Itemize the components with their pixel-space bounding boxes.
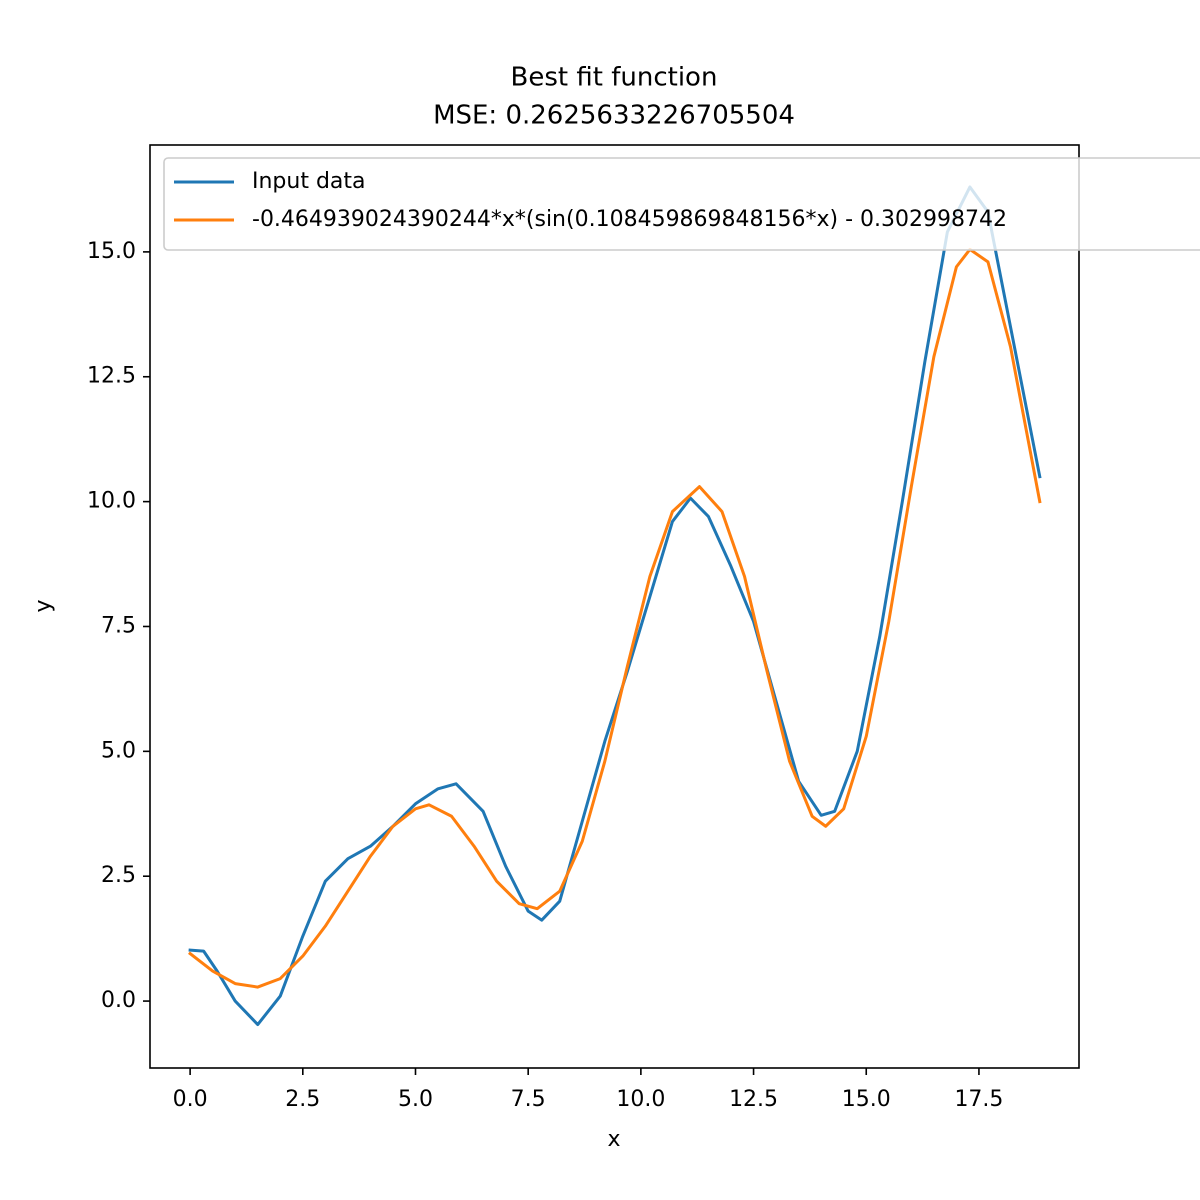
x-axis-label: x bbox=[607, 1127, 620, 1152]
y-tick-label: 0.0 bbox=[101, 988, 136, 1013]
x-tick-label: 2.5 bbox=[285, 1087, 320, 1112]
legend: Input data -0.464939024390244*x*(sin(0.10… bbox=[163, 157, 1200, 251]
x-tick-label: 17.5 bbox=[954, 1087, 1003, 1112]
x-tick-label: 0.0 bbox=[173, 1087, 208, 1112]
x-tick-label: 5.0 bbox=[398, 1087, 433, 1112]
y-axis-label: y bbox=[31, 599, 56, 612]
line-series bbox=[188, 185, 1042, 1027]
legend-label: -0.464939024390244*x*(sin(0.108459869848… bbox=[252, 207, 1007, 232]
y-tick-label: 15.0 bbox=[87, 239, 136, 264]
y-tick-label: 5.0 bbox=[101, 738, 136, 763]
chart-subtitle: MSE: 0.2625633226705504 bbox=[433, 101, 795, 131]
y-tick-label: 7.5 bbox=[101, 613, 136, 638]
y-tick-label: 10.0 bbox=[87, 489, 136, 514]
chart-title: Best fit function bbox=[511, 63, 718, 93]
y-tick-label: 2.5 bbox=[101, 863, 136, 888]
y-tick-label: 12.5 bbox=[87, 364, 136, 389]
plot-frame bbox=[149, 144, 1080, 1069]
line-series bbox=[188, 247, 1042, 989]
legend-box bbox=[163, 157, 1200, 251]
x-tick-label: 15.0 bbox=[842, 1087, 891, 1112]
legend-label: Input data bbox=[252, 169, 366, 194]
x-tick-label: 7.5 bbox=[511, 1087, 546, 1112]
x-tick-label: 12.5 bbox=[729, 1087, 778, 1112]
x-tick-label: 10.0 bbox=[616, 1087, 665, 1112]
